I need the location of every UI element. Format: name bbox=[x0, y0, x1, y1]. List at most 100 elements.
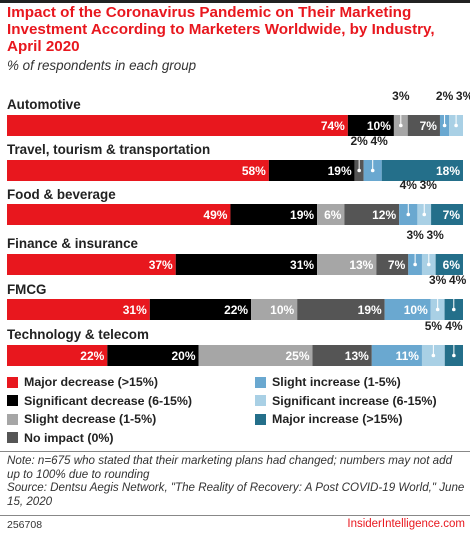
data-label: 4% bbox=[370, 134, 388, 148]
data-label: 25% bbox=[285, 349, 309, 363]
note-divider bbox=[0, 451, 470, 452]
label-leader-dot bbox=[431, 353, 436, 358]
legend-item: Significant decrease (6-15%) bbox=[7, 392, 192, 410]
data-label: 6% bbox=[324, 208, 342, 222]
label-leader-dot bbox=[451, 307, 456, 312]
data-label: 7% bbox=[420, 119, 438, 133]
data-label: 4% bbox=[449, 273, 467, 287]
category-label: Food & beverage bbox=[7, 187, 116, 202]
data-label: 11% bbox=[396, 349, 420, 363]
data-label: 7% bbox=[388, 258, 406, 272]
label-leader-dot bbox=[452, 353, 456, 358]
label-leader-dot bbox=[427, 262, 431, 267]
data-label: 10% bbox=[367, 119, 391, 133]
bar-segment bbox=[317, 254, 377, 275]
category-label: Technology & telecom bbox=[7, 327, 149, 342]
data-label: 31% bbox=[290, 258, 314, 272]
chart-subtitle: % of respondents in each group bbox=[7, 58, 197, 73]
legend-label: Slight increase (1-5%) bbox=[272, 375, 401, 389]
data-label: 19% bbox=[358, 303, 382, 317]
label-leader-dot bbox=[442, 123, 447, 128]
bar-segment bbox=[7, 160, 269, 181]
label-leader-dot bbox=[370, 168, 375, 173]
bar-segment bbox=[7, 345, 108, 366]
legend-item: Major decrease (>15%) bbox=[7, 373, 158, 391]
data-label: 2% bbox=[350, 134, 368, 148]
bar-segment bbox=[347, 115, 394, 136]
label-leader-dot bbox=[435, 307, 440, 312]
bar-segment bbox=[7, 299, 150, 320]
label-leader-dot bbox=[454, 123, 458, 128]
data-label: 31% bbox=[123, 303, 147, 317]
source-text: Source: Dentsu Aegis Network, "The Reali… bbox=[7, 481, 465, 508]
legend-swatch bbox=[255, 376, 266, 388]
data-label: 4% bbox=[400, 178, 418, 192]
chart-notes: Note: n=675 who stated that their market… bbox=[7, 454, 465, 508]
data-label: 20% bbox=[171, 349, 195, 363]
data-label: 3% bbox=[420, 178, 438, 192]
legend-item: Slight increase (1-5%) bbox=[255, 373, 401, 391]
legend-swatch bbox=[7, 413, 18, 425]
bar-segment bbox=[251, 299, 298, 320]
legend-swatch bbox=[7, 376, 18, 388]
bar-segment bbox=[431, 204, 463, 225]
label-leader-dot bbox=[422, 212, 427, 217]
bar-segment bbox=[7, 204, 231, 225]
data-label: 5% bbox=[425, 319, 443, 333]
bar-segment bbox=[268, 160, 355, 181]
data-label: 74% bbox=[321, 119, 345, 133]
chart-id: 256708 bbox=[7, 519, 43, 531]
legend-item: Slight decrease (1-5%) bbox=[7, 410, 156, 428]
bar-segment bbox=[175, 254, 318, 275]
data-label: 3% bbox=[429, 273, 447, 287]
data-label: 12% bbox=[372, 208, 396, 222]
brand-link[interactable]: InsiderIntelligence.com bbox=[347, 518, 465, 530]
bar-segment bbox=[381, 160, 463, 181]
data-label: 10% bbox=[270, 303, 294, 317]
bar-segment bbox=[297, 299, 385, 320]
bar-segment bbox=[198, 345, 313, 366]
bar-segment bbox=[376, 254, 409, 275]
label-leader-dot bbox=[413, 262, 417, 267]
legend-label: Major increase (>15%) bbox=[272, 412, 403, 426]
bar-segment bbox=[230, 204, 318, 225]
bar-segment bbox=[344, 204, 400, 225]
legend-label: No impact (0%) bbox=[24, 430, 114, 445]
bar-segment bbox=[384, 299, 431, 320]
footer: 256708 InsiderIntelligence.com bbox=[0, 515, 470, 536]
label-leader-dot bbox=[399, 123, 403, 128]
bar-segment bbox=[107, 345, 199, 366]
data-label: 10% bbox=[404, 303, 428, 317]
data-label: 6% bbox=[443, 258, 461, 272]
top-rule bbox=[0, 0, 470, 3]
data-label: 2% bbox=[436, 89, 454, 103]
legend-swatch bbox=[255, 395, 266, 406]
data-label: 3% bbox=[456, 89, 470, 103]
bar-segment bbox=[312, 345, 372, 366]
legend-label: Significant decrease (6-15%) bbox=[24, 393, 193, 408]
chart-title: Impact of the Coronavirus Pandemic on Th… bbox=[7, 4, 435, 55]
data-label: 3% bbox=[406, 228, 424, 242]
legend-item: Major increase (>15%) bbox=[255, 410, 403, 428]
data-label: 22% bbox=[80, 349, 104, 363]
category-label: Automotive bbox=[7, 97, 81, 112]
label-leader-dot bbox=[406, 212, 411, 217]
bar-segment bbox=[317, 204, 345, 225]
data-label: 22% bbox=[224, 303, 248, 317]
legend-swatch bbox=[255, 413, 266, 425]
bar-segment bbox=[7, 115, 348, 136]
legend-swatch bbox=[7, 395, 18, 406]
category-label: FMCG bbox=[7, 282, 46, 297]
legend-item: No impact (0%) bbox=[7, 429, 114, 447]
legend-item: Significant increase (6-15%) bbox=[255, 392, 437, 410]
legend-label: Slight decrease (1-5%) bbox=[24, 412, 157, 426]
data-label: 3% bbox=[426, 228, 444, 242]
category-label: Finance & insurance bbox=[7, 236, 138, 251]
bar-segment bbox=[7, 254, 176, 275]
label-leader-dot bbox=[357, 168, 361, 173]
data-label: 18% bbox=[436, 164, 460, 178]
data-label: 37% bbox=[149, 258, 173, 272]
data-label: 13% bbox=[349, 258, 373, 272]
data-label: 13% bbox=[345, 349, 369, 363]
